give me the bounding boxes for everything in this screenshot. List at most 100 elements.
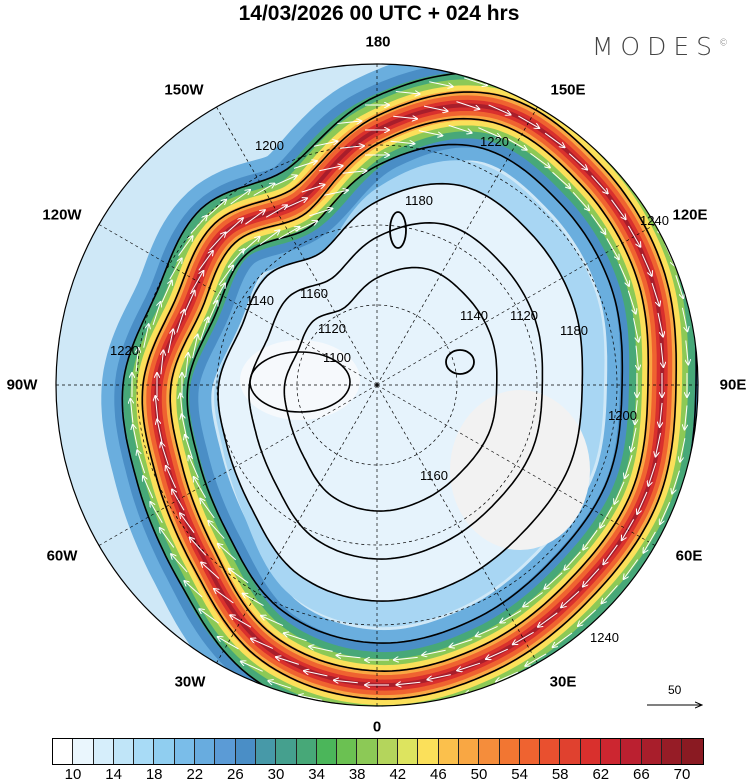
wind-arrow [429,81,453,87]
colorbar-swatch [458,739,480,764]
colorbar-label: 50 [470,766,488,783]
colorbar-swatch [174,739,196,764]
wind-arrow [268,681,292,689]
colorbar-label: 62 [592,766,610,783]
wind-arrow [214,589,234,604]
wind-arrow [152,302,160,326]
contour-label: 1220 [480,134,509,149]
wind-arrow [201,562,220,579]
colorbar-swatch [255,739,277,764]
colorbar [52,738,704,765]
wind-arrow [241,662,263,672]
wind-arrow [309,646,333,652]
lon-label-150w: 150W [164,81,204,99]
wind-arrow [394,657,418,660]
wind-arrow [161,443,169,466]
lon-label-30e: 30E [549,673,577,691]
wind-arrow [500,610,522,623]
wind-arrow [457,662,481,670]
height-contour [389,211,407,249]
wind-arrow [284,633,307,642]
low-wind-area [450,390,590,550]
colorbar-swatch [337,739,358,764]
height-contour [445,349,475,375]
wind-arrow [274,176,297,186]
colorbar-swatch [560,739,581,764]
wind-arrow [568,153,587,170]
wind-arrow [171,554,188,573]
contour-labels: 1100 1120 1140 1160 1180 1200 1220 1240 1180 1200… [110,134,669,645]
wind-arrow [660,501,671,524]
wind-arrow [259,230,279,245]
wind-arrow [685,405,688,430]
wind-arrow [143,324,149,348]
wind-arrow [478,127,500,138]
colorbar-swatch [398,739,419,764]
colorbar-swatch [438,739,459,764]
colorbar-swatch [235,739,256,764]
wind-arrow [295,221,317,232]
wind-arrow [627,225,640,247]
lon-label-120e: 120E [672,206,708,224]
contour-label: 1120 [510,308,538,323]
wind-arrow [618,263,629,286]
wind-arrow [572,191,589,210]
wind-arrow [169,258,182,280]
colorbar-swatch [479,739,500,764]
wind-arrow [192,335,198,359]
wind-arrow [319,166,343,172]
colorbar-label: 54 [511,766,528,783]
wind-arrow [544,132,564,147]
colorbar-swatch [195,739,216,764]
wind-arrow [133,425,139,449]
wind-arrow [544,572,563,589]
wind-arrow [631,427,637,452]
lon-label-0: 0 [372,718,382,736]
colorbar-swatch [93,739,114,764]
wind-arrow [178,236,193,256]
height-contour [283,266,498,512]
wind-arrow [553,632,573,647]
wind-arrow [293,161,317,169]
wind-arrow [390,141,415,144]
wind-arrow [624,559,639,579]
wind-arrow [167,329,173,354]
wind-arrow [278,227,300,240]
wind-arrow [561,591,580,607]
colorbar-label: 10 [64,766,82,783]
wind-arrow [184,291,195,313]
wind-arrow [160,528,175,548]
wind-vectors [130,77,688,706]
colorbar-label: 42 [389,766,407,783]
wind-arrow [641,253,652,276]
wind-arrow [313,141,338,147]
wind-arrow [633,318,639,342]
colorbar-label: 66 [633,766,650,783]
lon-label-60e: 60E [675,547,703,565]
wind-arrow [603,544,618,564]
wind-arrow [583,568,600,587]
wind-arrow [625,455,633,478]
latitude-circle [216,224,538,546]
contour-label: 1180 [405,193,433,208]
colorbar-label: 14 [105,766,122,783]
wind-arrow [299,695,323,701]
colorbar-swatch [661,739,683,764]
brand-name: MODES [591,32,719,61]
meridian-line [376,219,663,386]
wind-arrow [224,218,243,235]
wind-arrow [342,171,367,174]
wind-arrow [276,657,299,665]
colorbar-label: 46 [430,766,447,783]
wind-arrow [525,653,547,666]
wind-arrow [208,200,226,216]
low-wind-area [240,340,360,420]
wind-arrow [304,671,328,677]
wind-arrow [602,585,618,603]
wind-arrow [218,266,233,286]
wind-arrow [637,491,648,514]
wind-arrow [334,680,358,683]
meridian-line [376,384,663,551]
wind-arrow [518,115,539,128]
colorbar-swatch [276,739,297,764]
